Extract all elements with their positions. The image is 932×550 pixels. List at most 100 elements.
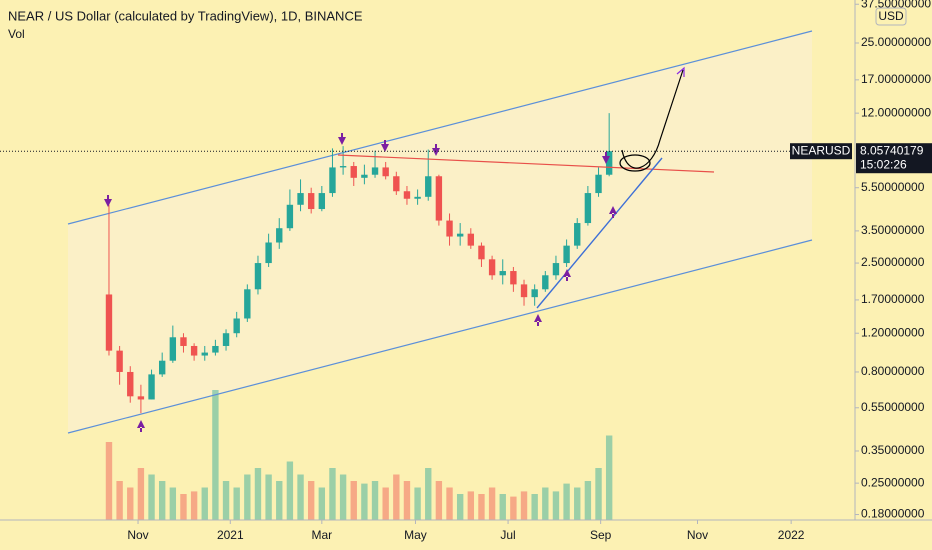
arrow-down — [381, 140, 389, 152]
arrow-up — [534, 314, 542, 326]
candle-body — [307, 193, 315, 210]
candle-body — [297, 193, 304, 205]
y-tick-label: 0.80000000 — [861, 364, 925, 378]
volume-bar — [297, 474, 304, 520]
candle-body — [488, 259, 496, 276]
candle-body — [339, 166, 347, 168]
currency: USD — [878, 9, 904, 23]
candle-body — [393, 176, 400, 192]
y-tick-label: 3.50000000 — [861, 223, 925, 237]
volume-bar — [456, 494, 464, 520]
candle-body — [212, 345, 219, 353]
volume-bar — [148, 474, 155, 520]
volume-bar — [222, 481, 230, 520]
channel-fill — [68, 31, 812, 433]
candle-body — [158, 360, 166, 375]
y-tick-label: 2.50000000 — [861, 255, 925, 269]
candle-body — [478, 245, 485, 260]
volume-bar — [254, 468, 262, 520]
chart-title: NEAR / US Dollar (calculated by TradingV… — [8, 8, 363, 23]
candle-body — [127, 371, 134, 397]
volume-bar — [488, 487, 496, 520]
channel-lower — [67, 239, 813, 434]
candle-body — [190, 345, 198, 356]
volume-bar — [595, 468, 602, 520]
volume-bar — [605, 435, 613, 520]
volume-bar — [393, 474, 400, 520]
projection-curve — [621, 69, 684, 169]
y-tick-label: 0.55000000 — [861, 400, 925, 414]
y-tick-label: 25.00000000 — [861, 35, 931, 49]
volume-bar — [180, 494, 187, 520]
candle-body — [105, 294, 113, 351]
currency-box[interactable] — [875, 7, 907, 26]
price-box — [856, 143, 932, 174]
volume-bar — [446, 487, 453, 520]
volume-bar — [233, 487, 240, 520]
volume-bar — [510, 496, 517, 520]
candle-body — [605, 151, 613, 175]
candle-body — [371, 167, 379, 175]
candle-body — [201, 352, 208, 356]
arrow-down — [602, 152, 610, 164]
candle-body — [552, 263, 560, 276]
trend-line — [536, 157, 663, 309]
arrow-up — [137, 420, 145, 432]
volume-bar — [425, 468, 432, 520]
y-tick-label: 5.50000000 — [861, 180, 925, 194]
y-tick-label: 0.35000000 — [861, 443, 925, 457]
candle-body — [403, 191, 411, 199]
candle-body — [233, 318, 240, 334]
volume-label: Vol — [8, 27, 25, 41]
volume-bar — [137, 468, 145, 520]
x-tick-label: Mar — [311, 528, 332, 542]
candle-body — [563, 245, 570, 264]
candle-body — [286, 204, 294, 229]
volume-bar — [339, 474, 347, 520]
candle-body — [265, 242, 272, 264]
volume-bar — [212, 390, 219, 520]
volume-bar — [105, 442, 113, 520]
candle-body — [542, 275, 549, 290]
volume-bar — [265, 474, 272, 520]
candle-body — [531, 289, 538, 298]
candle-body — [148, 374, 155, 400]
volume-bar — [403, 481, 411, 520]
highlight-ellipse — [619, 154, 651, 172]
volume-bar — [318, 487, 326, 520]
volume-bar — [520, 491, 528, 520]
candle-body — [222, 333, 230, 346]
volume-bar — [116, 481, 123, 520]
volume-bar — [542, 487, 549, 520]
candle-body — [510, 271, 517, 285]
candle-body — [180, 337, 187, 346]
y-tick-label: 1.70000000 — [861, 292, 925, 306]
candle-body — [137, 396, 145, 400]
candle-body — [244, 289, 251, 319]
candles — [105, 113, 613, 414]
volume-bar — [276, 481, 283, 520]
x-tick-label: 2022 — [778, 528, 805, 542]
volume-bar — [361, 483, 368, 520]
candle-body — [456, 233, 464, 237]
candle-body — [382, 167, 389, 177]
y-tick-label: 1.20000000 — [861, 325, 925, 339]
volume-bar — [127, 487, 134, 520]
volume-bar — [190, 491, 198, 520]
x-tick-label: Sep — [590, 528, 612, 542]
volume-bar — [584, 481, 592, 520]
candle-body — [520, 284, 528, 298]
arrow-down — [338, 133, 346, 145]
volume-bar — [329, 468, 336, 520]
volume-bar — [531, 494, 538, 520]
y-tick-label: 12.00000000 — [861, 105, 931, 119]
channel-upper — [67, 30, 813, 225]
candle-body — [425, 176, 432, 197]
volume-bar — [552, 491, 560, 520]
volume-bar — [382, 487, 389, 520]
arrow-up — [563, 269, 571, 281]
arrows — [104, 133, 617, 432]
y-tick-label: 17.00000000 — [861, 72, 931, 86]
